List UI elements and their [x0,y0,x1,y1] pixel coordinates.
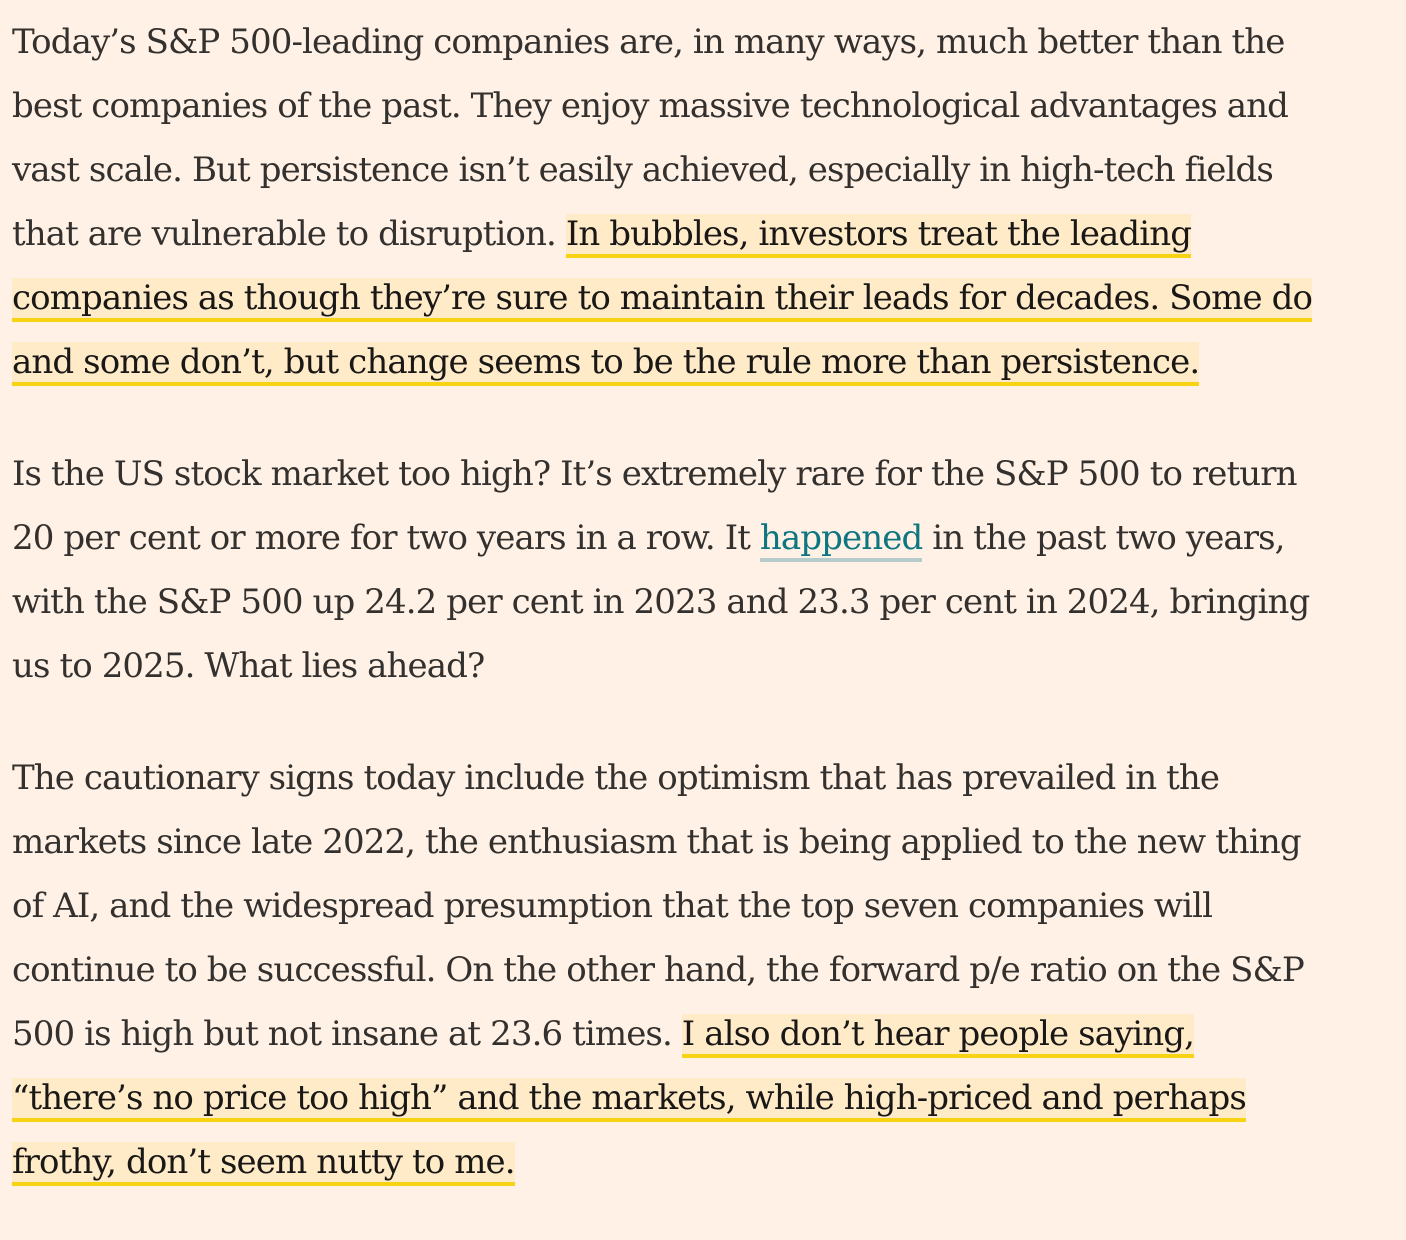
line: companies as though they’re sure to main… [12,266,1406,330]
line: “there’s no price too high” and the mark… [12,1066,1406,1130]
line: with the S&P 500 up 24.2 per cent in 202… [12,582,1310,622]
line: 500 is high but not insane at 23.6 times… [12,1002,1406,1066]
article-body: Today’s S&P 500-leading companies are, i… [12,10,1406,1194]
highlighted-quote[interactable]: In bubbles, investors treat the leading [565,214,1192,258]
happened-link[interactable]: happened [759,518,923,562]
line: best companies of the past. They enjoy m… [12,86,1289,126]
text-segment: 20 per cent or more for two years in a r… [12,518,760,558]
highlighted-quote[interactable]: “there’s no price too high” and the mark… [12,1078,1247,1122]
line: of AI, and the widespread presumption th… [12,886,1213,926]
line: The cautionary signs today include the o… [12,758,1220,798]
highlighted-quote[interactable]: and some don’t, but change seems to be t… [12,342,1200,386]
line: 20 per cent or more for two years in a r… [12,506,1406,570]
line: Today’s S&P 500-leading companies are, i… [12,22,1285,62]
line: Is the US stock market too high? It’s ex… [12,454,1298,494]
paragraph-3: The cautionary signs today include the o… [12,746,1406,1194]
text-segment: that are vulnerable to disruption. [12,214,566,254]
paragraph-1: Today’s S&P 500-leading companies are, i… [12,10,1406,394]
line: us to 2025. What lies ahead? [12,646,485,686]
paragraph-2: Is the US stock market too high? It’s ex… [12,442,1406,698]
line: that are vulnerable to disruption. In bu… [12,202,1406,266]
line: vast scale. But persistence isn’t easily… [12,150,1274,190]
line: continue to be successful. On the other … [12,950,1305,990]
highlighted-quote[interactable]: companies as though they’re sure to main… [12,278,1313,322]
line: and some don’t, but change seems to be t… [12,330,1406,394]
highlighted-quote[interactable]: frothy, don’t seem nutty to me. [12,1142,516,1186]
line: frothy, don’t seem nutty to me. [12,1130,1406,1194]
highlighted-quote[interactable]: I also don’t hear people saying, [681,1014,1195,1058]
text-segment: in the past two years, [922,518,1285,558]
text-segment: 500 is high but not insane at 23.6 times… [12,1014,682,1054]
line: markets since late 2022, the enthusiasm … [12,822,1302,862]
